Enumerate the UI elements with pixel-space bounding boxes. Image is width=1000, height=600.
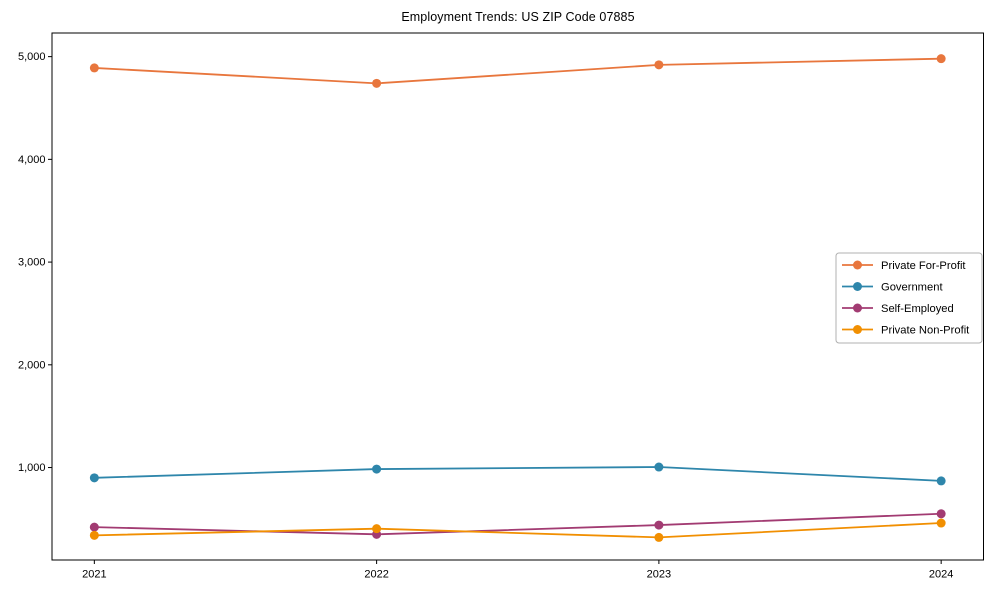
data-point-government (654, 462, 664, 472)
data-point-government (89, 473, 99, 483)
series-line-government (94, 466, 942, 482)
x-tick-label: 2024 (929, 569, 953, 581)
legend: Private For-Profit Government Self-Employe… (835, 252, 983, 344)
series-line-self-employed (94, 512, 942, 536)
y-tick-label: 3,000 (18, 257, 46, 269)
legend-entry: Private For-Profit (842, 260, 966, 272)
series-line-private-for-profit (94, 57, 942, 85)
y-tick-label: 1,000 (18, 462, 46, 474)
x-tick-label: 2022 (364, 569, 388, 581)
data-point-government (936, 476, 946, 486)
legend-entry: Private Non-Profit (842, 324, 970, 336)
y-tick-label: 4,000 (18, 154, 46, 166)
data-point-private-non-profit (89, 530, 99, 540)
legend-entry: Self-Employed (842, 303, 954, 315)
y-tick-label: 5,000 (18, 51, 46, 63)
legend-box (835, 252, 983, 344)
legend-label: Self-Employed (881, 303, 954, 315)
data-point-private-non-profit (654, 532, 664, 542)
data-point-government (372, 464, 382, 474)
data-point-private-for-profit (654, 60, 664, 70)
y-tick-label: 2,000 (18, 359, 46, 371)
legend-label: Private For-Profit (881, 260, 966, 272)
legend-label: Government (881, 281, 943, 293)
plot-border (51, 32, 984, 561)
data-point-private-for-profit (936, 54, 946, 64)
data-point-self-employed (89, 522, 99, 532)
legend-marker-dot (853, 325, 862, 334)
data-point-private-non-profit (372, 524, 382, 534)
data-point-private-for-profit (89, 63, 99, 73)
data-point-self-employed (936, 509, 946, 519)
x-tick-label: 2023 (647, 569, 671, 581)
legend-marker-dot (853, 282, 862, 291)
data-point-private-for-profit (372, 78, 382, 88)
data-point-private-non-profit (936, 518, 946, 528)
legend-label: Private Non-Profit (881, 324, 970, 336)
series-line-private-non-profit (94, 522, 942, 539)
x-tick-label: 2021 (82, 569, 106, 581)
legend-marker-dot (853, 260, 862, 270)
chart-title: Employment Trends: US ZIP Code 07885 (401, 10, 635, 24)
data-point-self-employed (654, 520, 664, 530)
legend-entry: Government (842, 281, 943, 293)
legend-marker-dot (853, 303, 862, 313)
